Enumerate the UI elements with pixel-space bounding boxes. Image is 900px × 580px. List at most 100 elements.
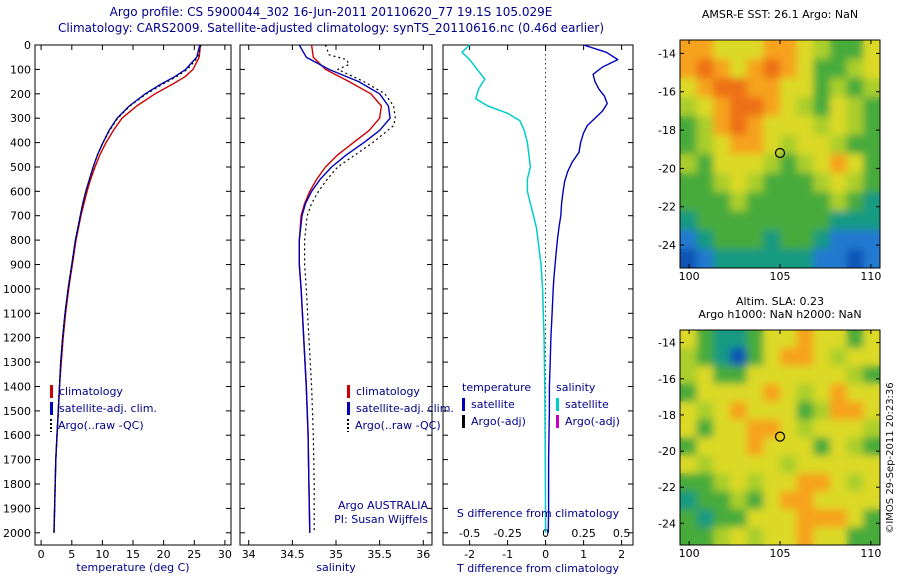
heat-cell xyxy=(796,383,814,403)
heat-cell xyxy=(830,230,848,250)
satellite-clim-swatch xyxy=(347,402,350,415)
heat-cell xyxy=(746,347,764,367)
tick-label: 1500 xyxy=(3,405,31,418)
heat-cell xyxy=(713,78,731,98)
heat-cell xyxy=(696,230,714,250)
tick-label: -22 xyxy=(658,201,676,214)
salinity-xlabel: salinity xyxy=(316,561,356,574)
heat-cell xyxy=(696,192,714,212)
heat-cell xyxy=(813,135,831,155)
heat-cell xyxy=(746,78,764,98)
heat-cell xyxy=(780,365,798,385)
heat-cell xyxy=(696,365,714,385)
heat-cell xyxy=(846,509,864,528)
heat-cell xyxy=(780,192,798,212)
heat-cell xyxy=(763,59,781,79)
heat-cell xyxy=(796,249,814,268)
heat-cell xyxy=(730,330,748,349)
legend-row: Argo(..raw -QC) xyxy=(347,417,454,434)
heat-cell xyxy=(746,455,764,474)
satellite-adj-clim-line xyxy=(53,44,201,533)
tick-label: -24 xyxy=(658,239,676,252)
heat-cell xyxy=(846,249,864,268)
heat-cell xyxy=(796,365,814,385)
tick-label: 0 xyxy=(38,548,45,561)
salinity-satellite-label: satellite xyxy=(565,398,609,411)
satellite-clim-legend-label: satellite-adj. clim. xyxy=(356,402,454,415)
heat-cell xyxy=(730,97,748,117)
heat-cell xyxy=(796,59,814,79)
heat-cell xyxy=(846,473,864,492)
heat-cell xyxy=(713,401,731,421)
heat-cell xyxy=(863,154,880,174)
tick-label: 25 xyxy=(187,548,201,561)
heat-cell xyxy=(796,455,814,474)
heat-cell xyxy=(746,330,764,349)
heat-cell xyxy=(696,40,714,60)
argo-raw-swatch xyxy=(347,419,349,432)
heat-cell xyxy=(846,97,864,117)
climatology-legend-label: climatology xyxy=(356,385,420,398)
heat-cell xyxy=(863,230,880,250)
argo-australia-label: Argo AUSTRALIA xyxy=(338,499,428,512)
tick-label: 30 xyxy=(218,548,232,561)
heat-cell xyxy=(830,437,848,456)
heat-cell xyxy=(763,154,781,174)
heat-cell xyxy=(796,173,814,193)
heat-cell xyxy=(713,97,731,117)
heat-cell xyxy=(780,154,798,174)
tick-label: 1900 xyxy=(3,502,31,515)
heat-cell xyxy=(813,116,831,136)
difference-legend-temperature-column: temperature satellite Argo(-adj) xyxy=(462,379,556,430)
tick-label: 100 xyxy=(679,270,700,283)
heat-cell xyxy=(830,455,848,474)
heat-cell xyxy=(830,383,848,403)
heat-cell xyxy=(746,509,764,528)
heat-cell xyxy=(846,173,864,193)
heat-cell xyxy=(813,437,831,456)
tick-label: -16 xyxy=(658,373,676,386)
tick-label: 110 xyxy=(860,270,881,283)
argo-raw-legend-label: Argo(..raw -QC) xyxy=(355,419,441,432)
heat-cell xyxy=(846,419,864,439)
heat-cell xyxy=(796,116,814,136)
heat-cell xyxy=(763,473,781,492)
heat-cell xyxy=(780,40,798,60)
heat-cell xyxy=(796,473,814,492)
heat-cell xyxy=(713,59,731,79)
heat-cell xyxy=(863,249,880,268)
tick-label: 36 xyxy=(416,548,430,561)
heat-cell xyxy=(680,509,698,528)
heat-cell xyxy=(763,116,781,136)
heat-cell xyxy=(680,135,698,155)
heat-cell xyxy=(713,40,731,60)
tick-label: 0.5 xyxy=(613,527,631,540)
axes-box xyxy=(239,44,433,546)
heat-cell xyxy=(780,330,798,349)
argo-raw-legend-label: Argo(..raw -QC) xyxy=(58,419,144,432)
heat-cell xyxy=(746,401,764,421)
heat-cell xyxy=(713,527,731,545)
heat-cell xyxy=(746,173,764,193)
heat-cell xyxy=(730,491,748,510)
heat-cell xyxy=(780,509,798,528)
heat-cell xyxy=(680,383,698,403)
heat-cell xyxy=(746,249,764,268)
heat-cell xyxy=(696,473,714,492)
heat-cell xyxy=(846,59,864,79)
heat-cell xyxy=(813,40,831,60)
tick-label: 0 xyxy=(24,39,31,52)
argo-float-marker xyxy=(774,431,786,442)
heat-cell xyxy=(746,59,764,79)
heat-cell xyxy=(713,365,731,385)
heat-cell xyxy=(680,473,698,492)
tick-label: 100 xyxy=(10,63,31,76)
heat-cell xyxy=(713,491,731,510)
heat-cell xyxy=(846,230,864,250)
heat-cell xyxy=(746,230,764,250)
heat-cell xyxy=(780,78,798,98)
heat-cell xyxy=(763,509,781,528)
tick-label: 15 xyxy=(126,548,140,561)
